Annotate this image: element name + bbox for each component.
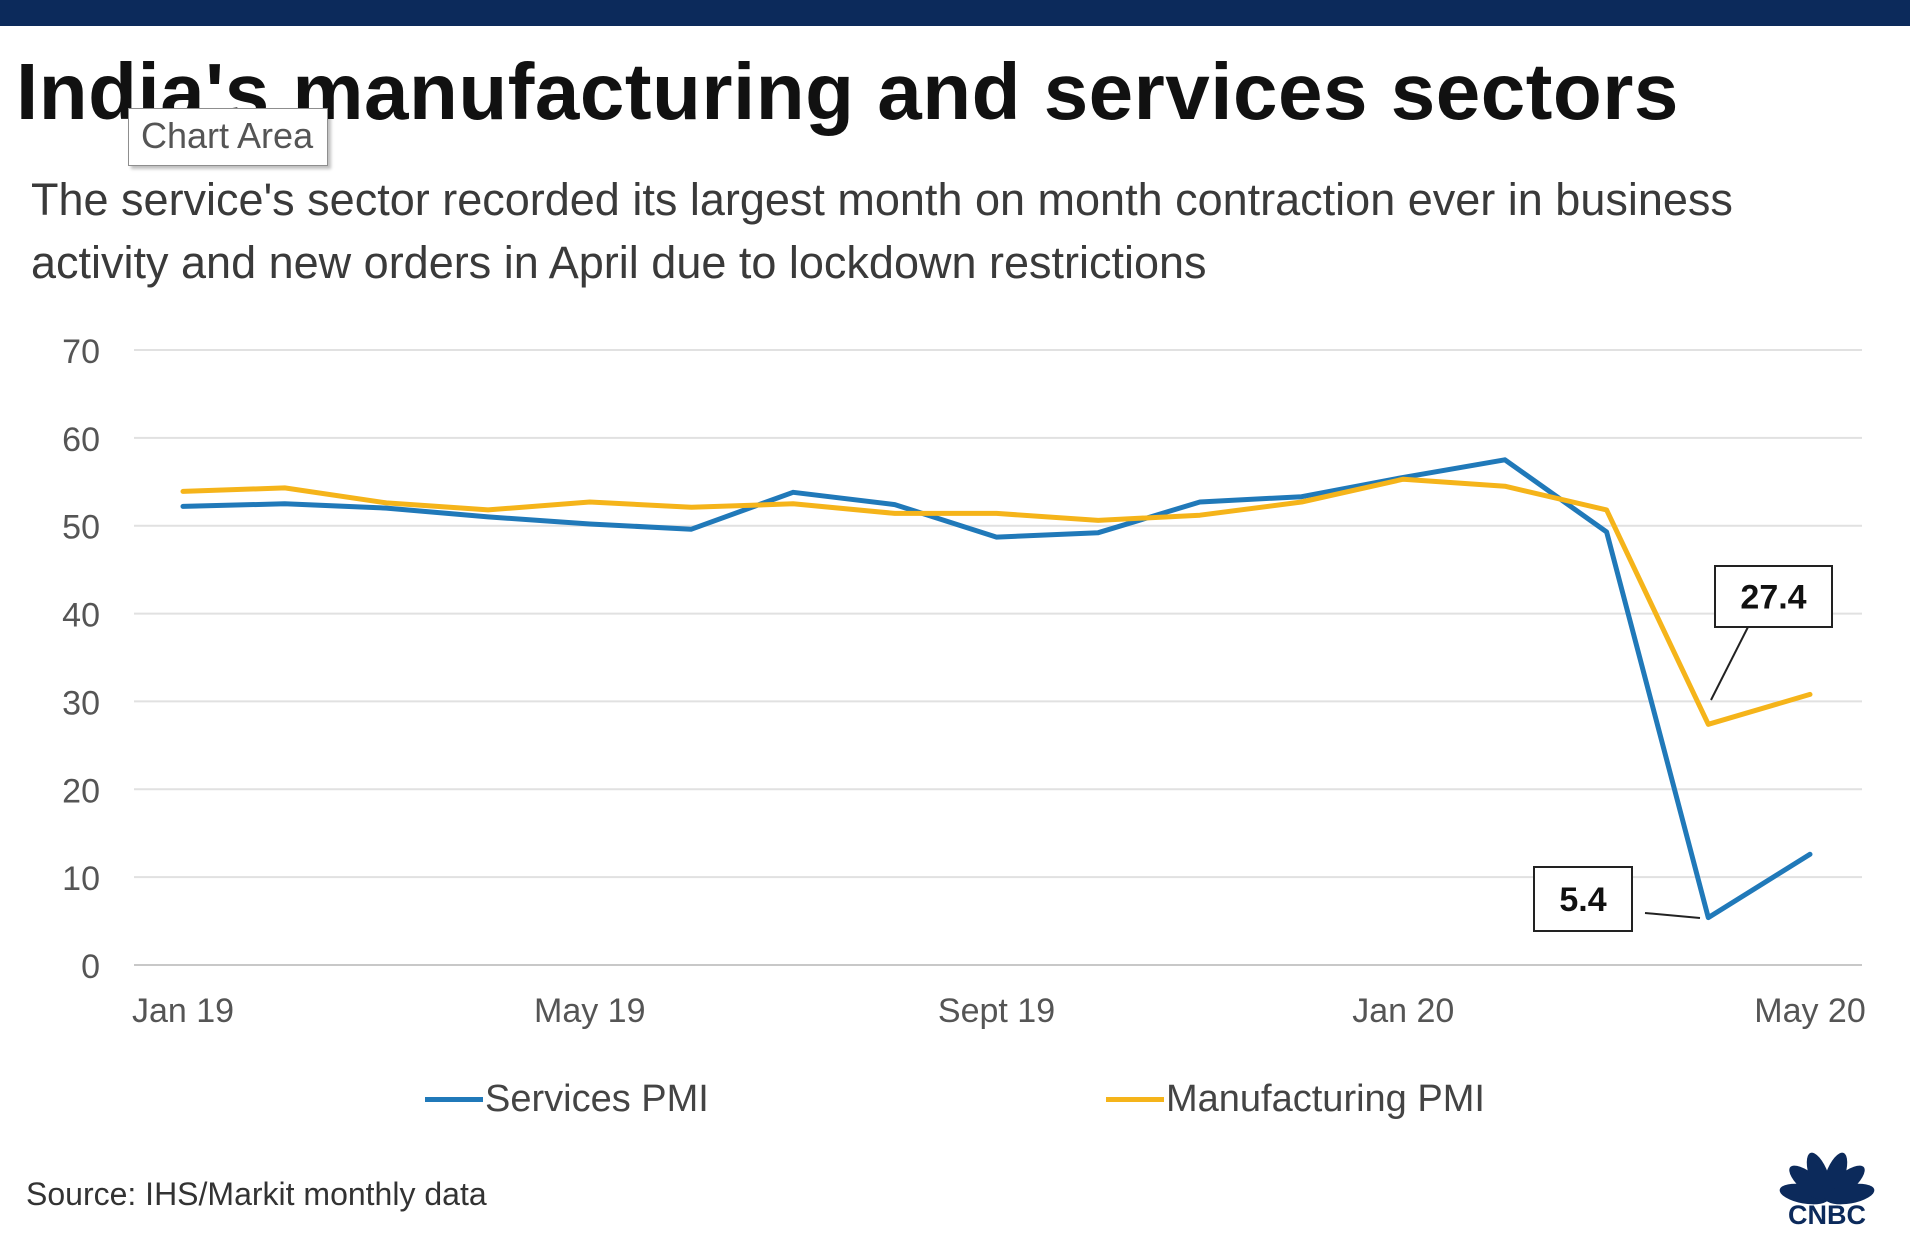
annotation-label-services: 5.4 — [1559, 881, 1606, 919]
x-tick-label-3: Jan 20 — [1352, 992, 1454, 1030]
peacock-feathers-icon — [1779, 1152, 1875, 1205]
annotation-leader-services — [1644, 912, 1701, 919]
cnbc-wordmark: CNBC — [1788, 1200, 1866, 1228]
chart-subtitle: The service's sector recorded its larges… — [31, 174, 1733, 288]
y-tick-label-0: 0 — [81, 948, 100, 986]
annotation-label-manufacturing: 27.4 — [1740, 579, 1806, 617]
legend-swatch-services — [425, 1097, 483, 1102]
source-note: Source: IHS/Markit monthly data — [26, 1176, 487, 1212]
legend-label-services: Services PMI — [485, 1078, 709, 1120]
legend-item-manufacturing[interactable]: Manufacturing PMI — [1106, 1078, 1485, 1121]
x-tick-label-1: May 19 — [534, 992, 646, 1030]
y-tick-label-30: 30 — [62, 684, 100, 722]
chart-area-tooltip: Chart Area — [128, 108, 329, 166]
peacock-feather-5 — [1824, 1183, 1875, 1205]
cnbc-peacock-logo: CNBC — [1779, 1152, 1875, 1228]
series-line-manufacturing — [180, 476, 1813, 727]
legend-item-services[interactable]: Services PMI — [425, 1078, 709, 1121]
x-tick-label-2: Sept 19 — [938, 992, 1055, 1030]
annotation-leader-manufacturing — [1710, 626, 1749, 701]
y-tick-label-60: 60 — [62, 421, 100, 459]
legend-swatch-manufacturing — [1106, 1097, 1164, 1102]
annotation-box-services — [1533, 866, 1633, 932]
series-line-services — [180, 457, 1813, 921]
y-tick-label-70: 70 — [62, 333, 100, 371]
legend-label-manufacturing: Manufacturing PMI — [1166, 1078, 1485, 1120]
top-banner — [0, 0, 1910, 26]
x-tick-label-4: May 20 — [1754, 992, 1866, 1030]
y-tick-label-50: 50 — [62, 509, 100, 547]
y-tick-label-10: 10 — [62, 860, 100, 898]
x-tick-label-0: Jan 19 — [132, 992, 234, 1030]
y-tick-label-20: 20 — [62, 772, 100, 810]
annotation-box-manufacturing — [1714, 565, 1833, 628]
y-tick-label-40: 40 — [62, 597, 100, 635]
